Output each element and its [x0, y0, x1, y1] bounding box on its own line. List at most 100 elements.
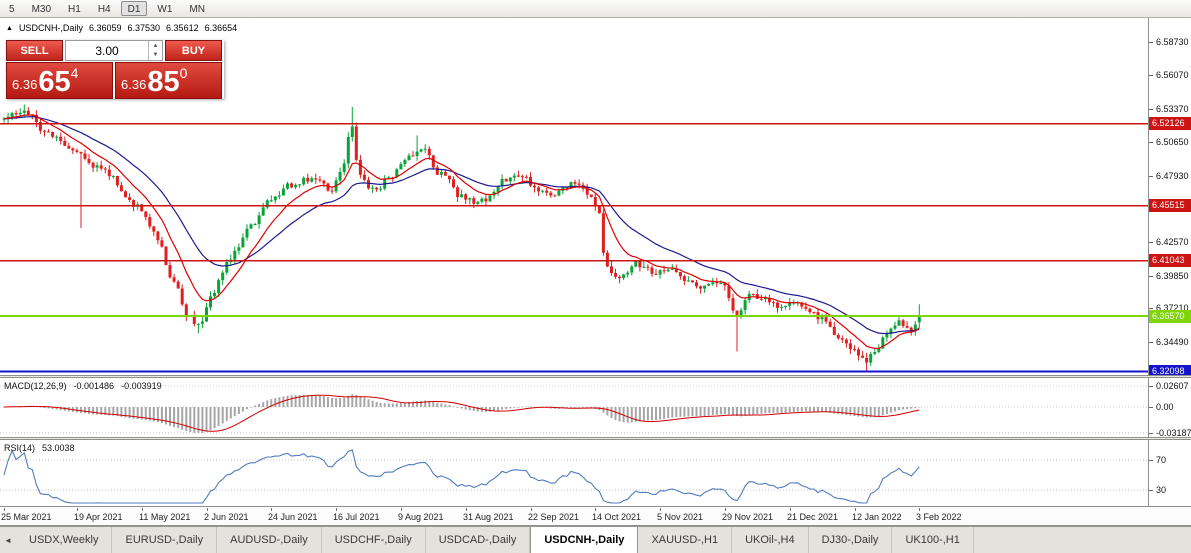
macd-axis-tick — [1149, 386, 1153, 387]
panel-separator — [0, 506, 1191, 508]
macd-panel — [0, 378, 1148, 437]
main-chart-area[interactable]: ▲ USDCNH-,Daily 6.36059 6.37530 6.35612 … — [0, 18, 1148, 375]
date-label: 29 Nov 2021 — [722, 512, 774, 522]
date-label: 9 Aug 2021 — [398, 512, 444, 522]
date-label: 25 Mar 2021 — [1, 512, 52, 522]
date-label: 2 Jun 2021 — [204, 512, 249, 522]
time-axis: 25 Mar 2021 19 Apr 2021 11 May 2021 2 Jun 2… — [0, 508, 1191, 525]
rsi-line — [3, 449, 920, 504]
macd-indicator-label: MACD(12,26,9) -0.001486 -0.003919 — [4, 381, 162, 391]
rsi-name: RSI(14) — [4, 443, 36, 453]
timeframe-button-mn[interactable]: MN — [189, 4, 205, 15]
chart-tab-xauusd-h1[interactable]: XAUUSD-,H1 — [638, 527, 733, 553]
sell-price-button[interactable]: 6.36 65 4 — [6, 62, 113, 99]
price-level-badge: 6.32098 — [1149, 365, 1191, 378]
price-tick-label: 6.47930 — [1156, 171, 1189, 181]
chart-tab-usdcad-daily[interactable]: USDCAD-,Daily — [426, 527, 531, 553]
price-tick — [1149, 42, 1153, 43]
rsi-indicator-label: RSI(14) 53.0038 — [4, 443, 75, 453]
date-label: 22 Sep 2021 — [528, 512, 580, 522]
price-tick — [1149, 109, 1153, 110]
chart-tab-ukoil-h4[interactable]: UKOil-,H4 — [732, 527, 809, 553]
macd-axis-tick — [1149, 433, 1153, 434]
volume-spinner: ▲ ▼ — [148, 41, 162, 60]
chart-tab-audusd-daily[interactable]: AUDUSD-,Daily — [217, 527, 322, 553]
price-tick-label: 6.37210 — [1156, 303, 1189, 313]
date-tick — [4, 508, 5, 511]
macd-axis-label: 0.02607 — [1156, 381, 1189, 391]
macd-signal-value: -0.003919 — [121, 381, 162, 391]
date-tick — [271, 508, 272, 511]
timeframe-button-h1[interactable]: H1 — [68, 4, 81, 15]
price-tick-label: 6.56070 — [1156, 70, 1189, 80]
date-tick — [660, 508, 661, 511]
macd-axis-label: 0.00 — [1156, 402, 1174, 412]
price-tick-label: 6.34490 — [1156, 337, 1189, 347]
chart-tab-uk100-h1[interactable]: UK100-,H1 — [892, 527, 974, 553]
date-label: 21 Dec 2021 — [787, 512, 839, 522]
price-tick-label: 6.39850 — [1156, 271, 1189, 281]
chart-tab-usdchf-daily[interactable]: USDCHF-,Daily — [322, 527, 426, 553]
date-label: 24 Jun 2021 — [268, 512, 318, 522]
volume-input[interactable] — [66, 41, 148, 60]
date-label: 16 Jul 2021 — [333, 512, 380, 522]
date-tick — [855, 508, 856, 511]
timeframe-button-d1[interactable]: D1 — [120, 1, 148, 16]
price-tick — [1149, 276, 1153, 277]
date-label: 11 May 2021 — [139, 512, 191, 522]
buy-button[interactable]: BUY — [165, 40, 222, 61]
timeframe-button-w1[interactable]: W1 — [157, 4, 173, 15]
timeframe-button-m30[interactable]: M30 — [31, 4, 52, 15]
date-label: 14 Oct 2021 — [592, 512, 642, 522]
date-label: 12 Jan 2022 — [852, 512, 902, 522]
rsi-value: 53.0038 — [42, 443, 75, 453]
symbol-name: USDCNH-,Daily — [18, 23, 83, 33]
date-tick — [595, 508, 596, 511]
ohlc-close: 6.36654 — [204, 23, 238, 33]
date-tick — [919, 508, 920, 511]
price-level-badge: 6.52126 — [1149, 117, 1191, 130]
chart-tab-usdcnh-daily[interactable]: USDCNH-,Daily — [530, 527, 639, 553]
date-label: 31 Aug 2021 — [463, 512, 514, 522]
price-tick-label: 6.42570 — [1156, 237, 1189, 247]
date-tick — [725, 508, 726, 511]
price-level-badge: 6.36570 — [1149, 310, 1191, 323]
price-tick — [1149, 176, 1153, 177]
volume-up-button[interactable]: ▲ — [152, 42, 159, 49]
date-tick — [401, 508, 402, 511]
price-tick-label: 6.58730 — [1156, 37, 1189, 47]
symbol-ohlc-line: ▲ USDCNH-,Daily 6.36059 6.37530 6.35612 … — [6, 23, 237, 33]
date-tick — [466, 508, 467, 511]
panel-separator[interactable] — [0, 437, 1191, 440]
rsi-axis-tick — [1149, 490, 1153, 491]
sell-price-sup: 4 — [70, 65, 79, 81]
price-tick — [1149, 242, 1153, 243]
symbol-arrow-icon: ▲ — [6, 24, 13, 32]
chart-tab-dj30-daily[interactable]: DJ30-,Daily — [809, 527, 893, 553]
price-tick — [1149, 75, 1153, 76]
timeframe-button-h4[interactable]: H4 — [97, 4, 111, 15]
ma-fast-line — [3, 114, 920, 349]
price-axis: 6.58730 6.56070 6.53370 6.50650 6.47930 6.425… — [1148, 18, 1191, 506]
buy-price-button[interactable]: 6.36 85 0 — [115, 62, 222, 99]
macd-signal-line — [3, 394, 920, 432]
ohlc-open: 6.36059 — [88, 23, 122, 33]
candlestick-series — [2, 104, 921, 371]
chart-tab-usdx-weekly[interactable]: USDX,Weekly — [16, 527, 113, 553]
buy-price-base: 6.36 — [121, 77, 147, 92]
tabs-scroll-left-button[interactable]: ◄ — [4, 535, 12, 545]
chart-tab-eurusd-daily[interactable]: EURUSD-,Daily — [112, 527, 218, 553]
panel-separator[interactable] — [0, 375, 1191, 378]
macd-axis-label: -0.03187 — [1156, 428, 1191, 438]
chart-tabs-bar: ◄ USDX,Weekly EURUSD-,Daily AUDUSD-,Daily US… — [0, 526, 1191, 553]
price-tick — [1149, 142, 1153, 143]
buy-price-big: 85 — [147, 66, 180, 98]
volume-down-button[interactable]: ▼ — [152, 52, 159, 59]
date-tick — [142, 508, 143, 511]
sell-button[interactable]: SELL — [6, 40, 63, 61]
sell-price-base: 6.36 — [12, 77, 38, 92]
macd-name: MACD(12,26,9) — [4, 381, 67, 391]
timeframe-button-5[interactable]: 5 — [9, 4, 15, 15]
buy-price-sup: 0 — [179, 65, 188, 81]
